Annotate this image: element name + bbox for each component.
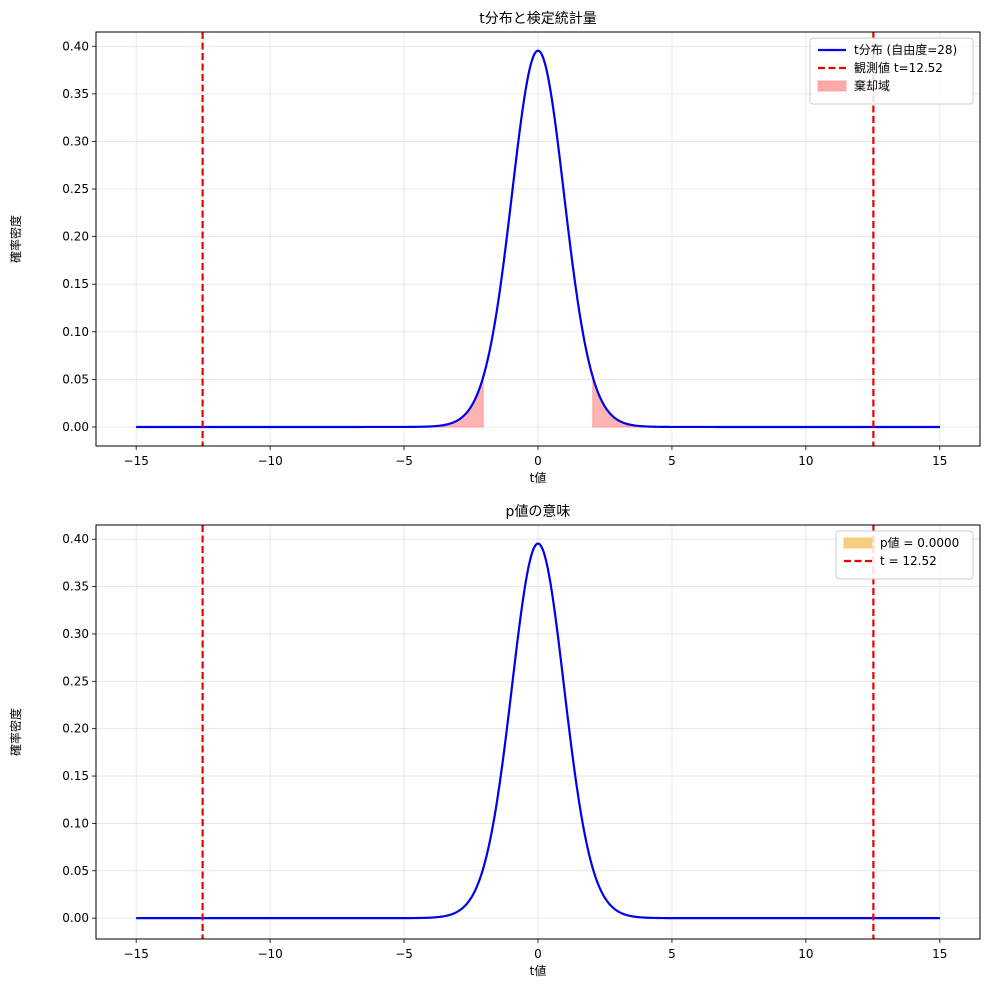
x-axis-label: t値	[530, 963, 547, 978]
y-tick-label: 0.40	[62, 39, 89, 53]
y-tick-label: 0.10	[62, 816, 89, 830]
legend-handle	[817, 80, 847, 92]
y-tick-label: 0.10	[62, 325, 89, 339]
x-tick-label: 0	[534, 454, 542, 468]
chart-title: t分布と検定統計量	[479, 11, 597, 27]
x-tick-label: −15	[124, 454, 149, 468]
legend-label: p値 = 0.0000	[880, 535, 959, 550]
fill-region	[135, 377, 484, 428]
x-tick-label: 0	[534, 947, 542, 961]
y-tick-label: 0.00	[62, 911, 89, 925]
distribution-curve	[136, 542, 940, 920]
legend-label: t = 12.52	[880, 554, 937, 568]
y-axis-label: 確率密度	[8, 708, 23, 756]
chart-panel-tdist: t分布と検定統計量 t値 確率密度 −15 −10 −5 0 5 10 15 0.00 0.05…	[8, 11, 981, 485]
legend-label: 観測値 t=12.52	[854, 60, 943, 75]
y-tick-label: 0.40	[62, 532, 89, 546]
chart-panel-pvalue: p値の意味 t値 確率密度 −15 −10 −5 0 5 10 15 0.00 0.05 0.10…	[8, 503, 981, 978]
x-tick-label: 10	[798, 947, 813, 961]
legend-label: 棄却域	[854, 78, 890, 93]
y-tick-label: 0.00	[62, 420, 89, 434]
y-tick-label: 0.05	[62, 372, 89, 386]
fill-region	[592, 377, 941, 428]
x-tick-label: 10	[798, 454, 813, 468]
legend-label: t分布 (自由度=28)	[854, 42, 957, 57]
y-tick-label: 0.25	[62, 674, 89, 688]
x-tick-label: −15	[124, 947, 149, 961]
y-tick-label: 0.15	[62, 277, 89, 291]
x-tick-label: −5	[395, 454, 413, 468]
y-tick-label: 0.35	[62, 87, 89, 101]
x-tick-label: 15	[932, 454, 947, 468]
distribution-curve	[136, 49, 940, 429]
x-tick-label: −10	[257, 454, 282, 468]
y-tick-label: 0.30	[62, 134, 89, 148]
x-tick-label: 5	[668, 454, 676, 468]
x-tick-label: 5	[668, 947, 676, 961]
y-tick-label: 0.25	[62, 182, 89, 196]
x-tick-label: 15	[932, 947, 947, 961]
legend-handle	[843, 537, 873, 549]
legend: p値 = 0.0000 t = 12.52	[835, 530, 974, 580]
y-axis-label: 確率密度	[8, 215, 23, 263]
y-tick-label: 0.35	[62, 580, 89, 594]
y-tick-label: 0.05	[62, 864, 89, 878]
chart-title: p値の意味	[506, 503, 571, 520]
legend: t分布 (自由度=28) 観測値 t=12.52 棄却域	[809, 37, 974, 105]
y-tick-label: 0.20	[62, 230, 89, 244]
plot-area	[134, 525, 942, 939]
x-tick-label: −10	[257, 947, 282, 961]
y-tick-label: 0.15	[62, 769, 89, 783]
x-axis-label: t値	[530, 470, 547, 485]
y-tick-label: 0.30	[62, 627, 89, 641]
y-tick-label: 0.20	[62, 722, 89, 736]
x-tick-label: −5	[395, 947, 413, 961]
